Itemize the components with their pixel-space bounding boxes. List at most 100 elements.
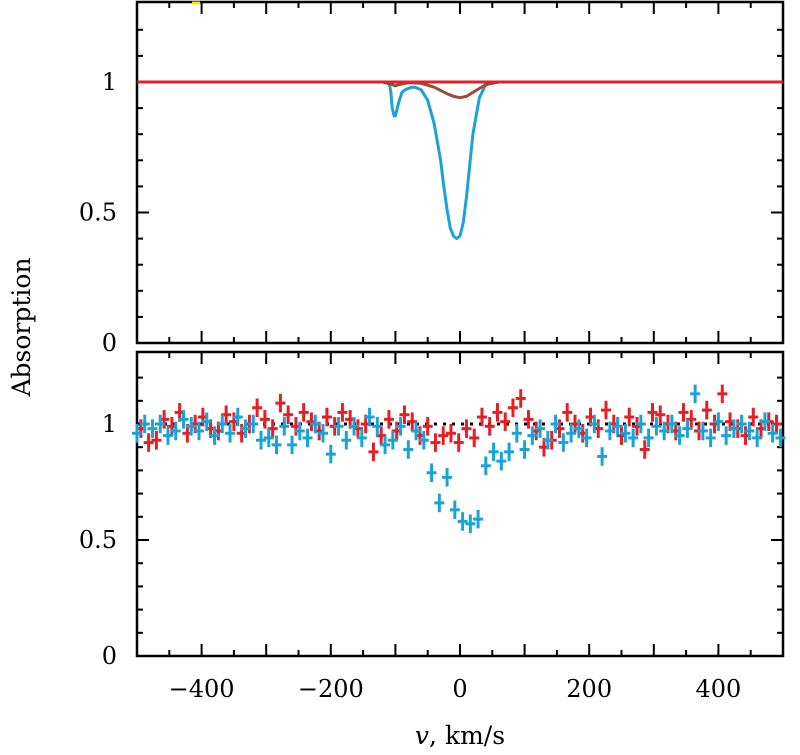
x-tick-label: 400: [695, 675, 741, 703]
data-point: [600, 400, 611, 420]
data-point: [380, 435, 391, 455]
data-point: [678, 403, 689, 422]
data-point: [201, 412, 212, 431]
data-point: [256, 430, 267, 450]
data-point: [368, 442, 379, 462]
x-axis-variable: v: [415, 721, 429, 750]
data-point: [682, 419, 693, 438]
data-point: [562, 403, 573, 422]
data-point: [341, 430, 352, 450]
data-point: [635, 414, 646, 434]
data-point: [612, 417, 623, 436]
data-point: [728, 419, 739, 438]
data-point: [500, 412, 511, 431]
data-point: [527, 426, 538, 445]
data-point: [252, 398, 263, 418]
data-point: [651, 417, 662, 436]
data-point: [535, 419, 546, 438]
data-point: [624, 407, 635, 427]
data-point: [697, 421, 708, 441]
y-tick-label: 0.5: [79, 526, 117, 554]
x-tick-label: −200: [298, 675, 364, 703]
data-point: [690, 384, 701, 404]
data-point: [507, 398, 518, 418]
data-point: [759, 412, 770, 431]
data-point: [422, 417, 433, 436]
data-point: [395, 417, 406, 436]
observed-data-panel: 00.51: [79, 350, 786, 670]
data-point: [519, 440, 530, 459]
data-point: [701, 400, 712, 420]
data-point: [372, 417, 383, 436]
data-point: [271, 435, 282, 455]
data-point: [504, 442, 515, 462]
data-point: [480, 456, 491, 476]
data-point: [418, 430, 429, 450]
data-point: [225, 424, 236, 443]
data-point: [620, 424, 631, 443]
x-tick-label: 0: [452, 675, 467, 703]
data-point: [752, 428, 763, 448]
data-point: [232, 407, 243, 427]
data-point: [643, 428, 654, 448]
data-point: [589, 414, 600, 434]
data-point: [170, 421, 181, 441]
data-point: [449, 500, 460, 520]
data-point: [325, 444, 336, 464]
data-point: [488, 442, 499, 462]
data-point: [194, 421, 205, 441]
data-point: [581, 428, 592, 448]
data-point: [364, 407, 375, 427]
y-axis-label: Absorption: [7, 257, 36, 397]
data-point: [337, 403, 348, 422]
y-tick-label: 1: [102, 68, 117, 96]
data-point: [721, 426, 732, 445]
data-point: [240, 419, 251, 438]
data-point: [647, 403, 658, 422]
data-point: [387, 430, 398, 450]
data-point: [767, 424, 778, 443]
data-point: [445, 424, 456, 443]
data-point: [465, 514, 476, 534]
data-point: [597, 447, 608, 466]
data-point: [310, 414, 321, 434]
data-point: [151, 430, 162, 450]
data-point: [492, 403, 503, 422]
data-point: [186, 417, 197, 436]
data-point: [666, 414, 677, 434]
data-point: [349, 417, 360, 436]
data-point: [523, 410, 534, 429]
data-point: [511, 424, 522, 443]
data-point: [457, 512, 468, 531]
data-point: [155, 414, 166, 434]
data-point: [333, 417, 344, 436]
data-point: [566, 424, 577, 443]
data-point: [403, 440, 414, 459]
data-point: [143, 433, 154, 452]
data-point: [748, 407, 759, 427]
y-tick-label: 0.5: [79, 199, 117, 227]
data-point: [628, 428, 639, 448]
data-point: [473, 509, 484, 529]
data-point: [558, 433, 569, 452]
data-point: [438, 426, 449, 445]
data-point: [279, 417, 290, 436]
data-point: [442, 468, 453, 487]
data-point: [550, 414, 561, 434]
data-point: [163, 426, 174, 445]
data-point: [717, 384, 728, 404]
data-point: [132, 424, 142, 443]
data-point: [178, 410, 189, 429]
data-point: [476, 407, 487, 427]
data-point: [461, 419, 472, 438]
plot-frame: [135, 0, 785, 345]
data-point: [217, 414, 228, 434]
data-point: [356, 428, 367, 448]
data-point: [283, 405, 294, 424]
data-point: [263, 428, 274, 448]
data-point: [655, 405, 666, 424]
data-point: [713, 412, 724, 431]
data-point: [515, 389, 526, 408]
data-point: [604, 421, 615, 441]
